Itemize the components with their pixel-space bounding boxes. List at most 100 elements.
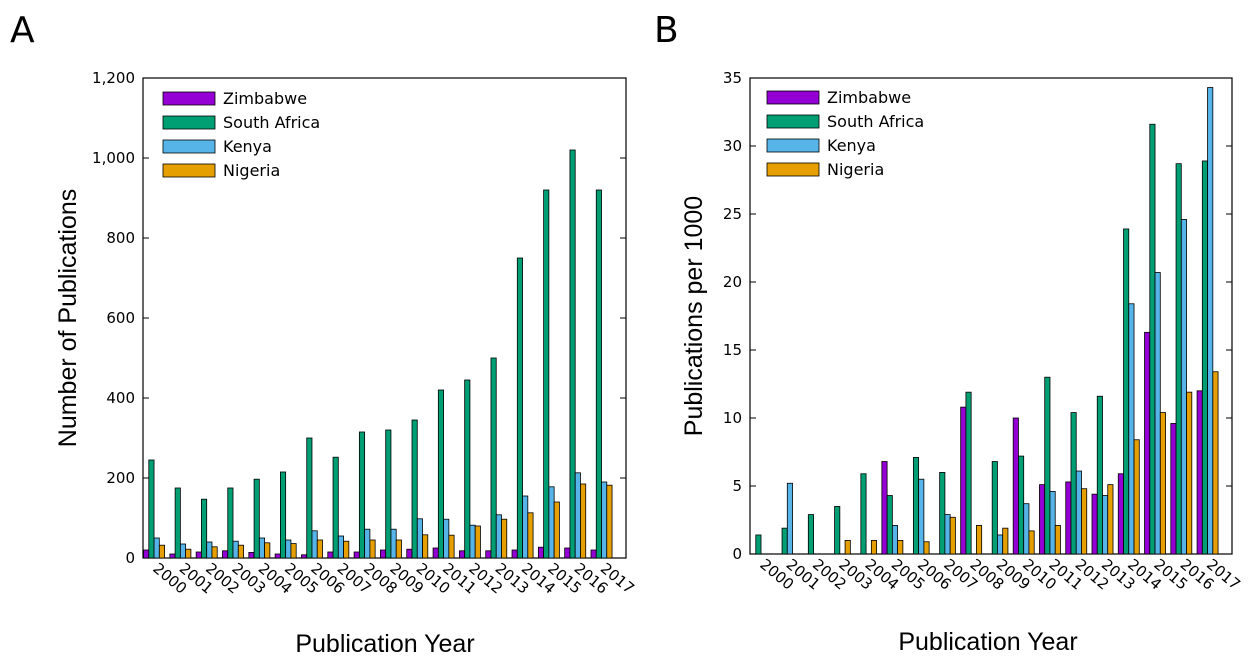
legend-entry: Nigeria	[827, 160, 884, 179]
bar-south-africa	[781, 527, 788, 555]
bar-nigeria	[1133, 439, 1140, 555]
bar-nigeria	[949, 516, 956, 555]
y-tick-label: 25	[723, 205, 742, 223]
bar-kenya	[891, 525, 899, 555]
bar-south-africa	[1149, 123, 1156, 555]
bar-kenya	[918, 478, 925, 555]
legend-entry: Kenya	[827, 136, 876, 155]
bar-south-africa	[886, 495, 893, 555]
legend-swatch	[162, 139, 216, 154]
bar-zimbabwe	[169, 553, 176, 559]
bar-zimbabwe	[485, 550, 492, 559]
bar-nigeria	[870, 540, 878, 555]
bar-south-africa	[516, 257, 523, 559]
bar-nigeria	[1054, 525, 1061, 555]
bar-nigeria	[580, 483, 587, 559]
bar-south-africa	[279, 471, 287, 559]
bar-zimbabwe	[380, 549, 387, 559]
legend-entry: Nigeria	[223, 161, 280, 180]
y-tick-label: 400	[106, 389, 135, 407]
legend-swatch	[162, 115, 216, 130]
bar-kenya	[1154, 272, 1161, 555]
bar-nigeria	[1186, 391, 1193, 555]
x-axis-label: Publication Year	[295, 630, 474, 658]
bar-kenya	[285, 539, 292, 559]
bar-kenya	[1049, 491, 1056, 555]
bar-zimbabwe	[564, 547, 571, 559]
legend-entry: Zimbabwe	[223, 89, 307, 108]
bar-kenya	[416, 518, 423, 559]
bar-south-africa	[332, 456, 339, 559]
legend-entry: Zimbabwe	[827, 88, 911, 107]
bar-kenya	[179, 543, 187, 559]
bar-kenya	[1207, 87, 1214, 555]
bar-zimbabwe	[1039, 484, 1046, 555]
bar-kenya	[495, 514, 502, 559]
bar-nigeria	[527, 512, 534, 559]
bar-zimbabwe	[511, 549, 518, 559]
legend-swatch	[162, 91, 216, 106]
bar-south-africa	[939, 471, 946, 555]
y-tick-label: 0	[125, 549, 135, 567]
bar-nigeria	[606, 484, 613, 559]
bar-nigeria	[158, 544, 165, 559]
bar-nigeria	[976, 525, 983, 555]
bar-nigeria	[897, 540, 904, 555]
bar-nigeria	[343, 540, 350, 559]
bar-kenya	[258, 537, 266, 559]
bar-south-africa	[1044, 376, 1051, 555]
bar-nigeria	[1002, 527, 1009, 555]
bar-kenya	[548, 486, 555, 559]
bar-nigeria	[395, 539, 402, 559]
bar-zimbabwe	[327, 551, 334, 559]
bar-nigeria	[1107, 484, 1114, 555]
bar-south-africa	[174, 487, 181, 559]
y-tick-label: 800	[106, 229, 135, 247]
bar-nigeria	[448, 534, 455, 559]
y-tick-label: 200	[106, 469, 135, 487]
panel-a: A02004006008001,0001,2002000200120022003…	[10, 10, 638, 658]
bar-zimbabwe	[458, 550, 466, 559]
bar-zimbabwe	[1117, 473, 1124, 555]
bar-south-africa	[490, 357, 497, 559]
bar-south-africa	[306, 437, 313, 559]
bar-south-africa	[595, 189, 602, 559]
bar-zimbabwe	[537, 546, 545, 559]
bar-zimbabwe	[222, 550, 229, 559]
bar-nigeria	[185, 548, 192, 559]
legend-entry: Kenya	[223, 137, 272, 156]
bar-kenya	[206, 541, 213, 559]
bar-south-africa	[1123, 228, 1130, 555]
bar-kenya	[1180, 219, 1187, 555]
bar-zimbabwe	[960, 406, 967, 555]
y-tick-label: 35	[723, 69, 742, 87]
y-axis-label: Publications per 1000	[680, 196, 708, 436]
panel-b: B051015202530352000200120022003200420052…	[654, 10, 1244, 656]
panel-label: B	[654, 10, 679, 51]
bar-kenya	[337, 535, 344, 559]
bar-south-africa	[1201, 160, 1208, 555]
bar-south-africa	[385, 429, 392, 559]
bar-south-africa	[358, 431, 366, 559]
bar-zimbabwe	[248, 552, 255, 559]
bar-zimbabwe	[590, 549, 597, 559]
legend-swatch	[766, 138, 820, 153]
bar-zimbabwe	[301, 554, 308, 559]
bar-south-africa	[1175, 163, 1182, 555]
bar-kenya	[522, 495, 529, 559]
bar-kenya	[364, 528, 371, 559]
y-tick-label: 1,200	[92, 69, 135, 87]
bar-zimbabwe	[143, 549, 150, 559]
bar-south-africa	[464, 379, 471, 559]
bar-kenya	[786, 482, 793, 555]
bar-nigeria	[1028, 530, 1035, 555]
bar-kenya	[1102, 495, 1109, 555]
bar-zimbabwe	[1170, 423, 1177, 555]
bar-kenya	[574, 472, 581, 559]
y-tick-label: 20	[723, 273, 742, 291]
panel-label: A	[10, 10, 35, 51]
bar-south-africa	[201, 498, 208, 559]
bar-nigeria	[474, 525, 481, 559]
bar-south-africa	[411, 419, 418, 559]
bar-south-africa	[860, 473, 867, 555]
